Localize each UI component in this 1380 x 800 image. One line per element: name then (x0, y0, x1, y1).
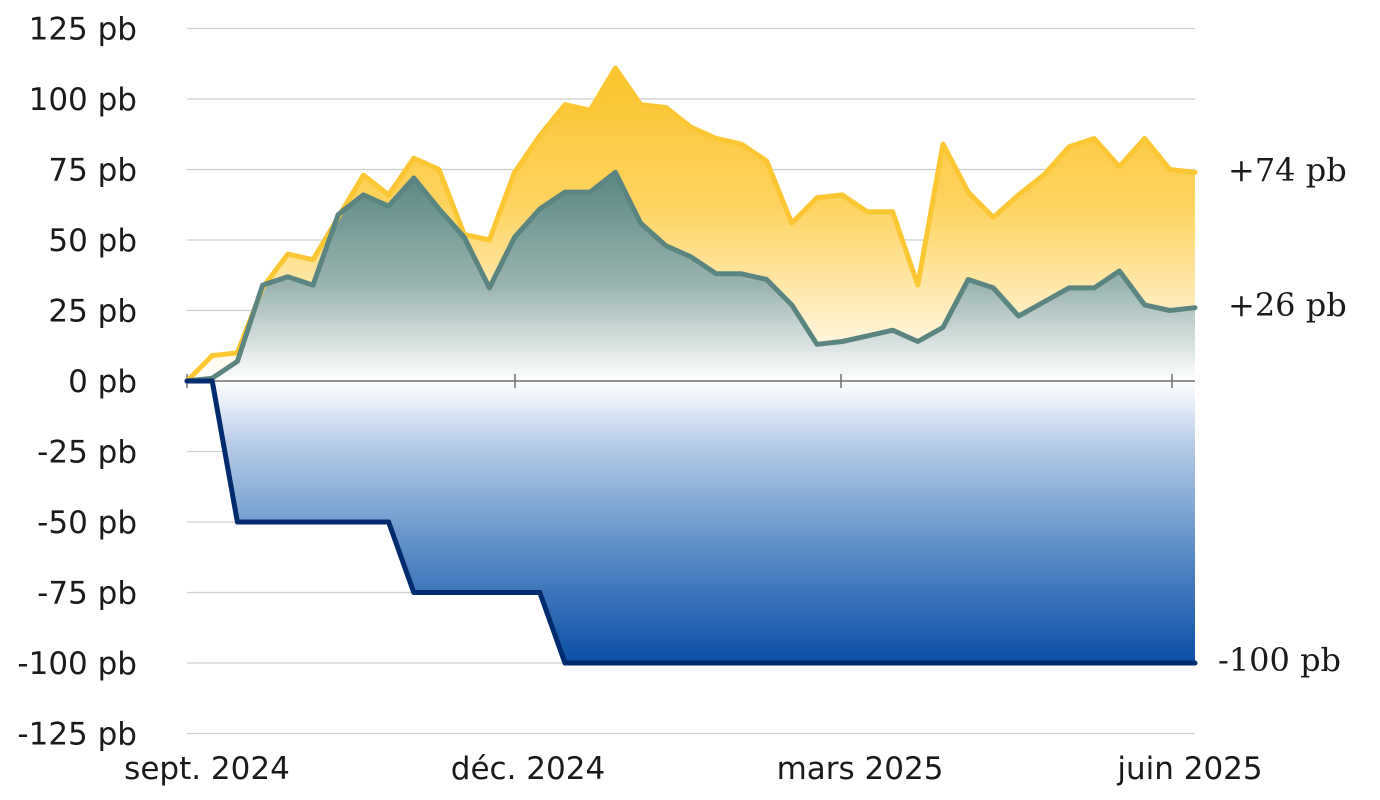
y-tick-label: 75 pb (48, 153, 137, 189)
line-yellow (184, 65, 1198, 384)
y-tick-label: -100 pb (17, 646, 137, 682)
x-tick-label: juin 2025 (1116, 751, 1262, 787)
y-tick-label: 25 pb (48, 294, 137, 330)
y-tick-label: -75 pb (37, 576, 137, 612)
series-lines (184, 65, 1198, 666)
zero-axis (186, 374, 1195, 388)
x-tick-label: sept. 2024 (124, 751, 290, 787)
y-tick-label: 0 pb (68, 364, 137, 400)
line-navy (184, 378, 1198, 666)
end-label-teal: +26 pb (1228, 286, 1347, 324)
y-tick-label: -50 pb (37, 505, 137, 541)
line-teal (184, 169, 1198, 384)
y-tick-label: 125 pb (29, 12, 137, 48)
y-tick-label: -125 pb (17, 717, 137, 753)
y-tick-label: 50 pb (48, 223, 137, 259)
end-label-yellow: +74 pb (1228, 151, 1347, 189)
x-tick-label: mars 2025 (777, 751, 944, 787)
y-tick-label: 100 pb (29, 82, 137, 118)
y-axis-labels: 125 pb 100 pb 75 pb 50 pb 25 pb 0 pb -25 pb -50… (17, 12, 137, 753)
end-label-navy: -100 pb (1218, 641, 1341, 679)
x-axis-labels: sept. 2024 déc. 2024 mars 2025 juin 2025 (124, 751, 1262, 787)
y-tick-label: -25 pb (37, 435, 137, 471)
series-end-labels: +74 pb +26 pb -100 pb (1218, 151, 1347, 679)
x-tick-label: déc. 2024 (451, 751, 605, 787)
series-areas (187, 68, 1195, 663)
